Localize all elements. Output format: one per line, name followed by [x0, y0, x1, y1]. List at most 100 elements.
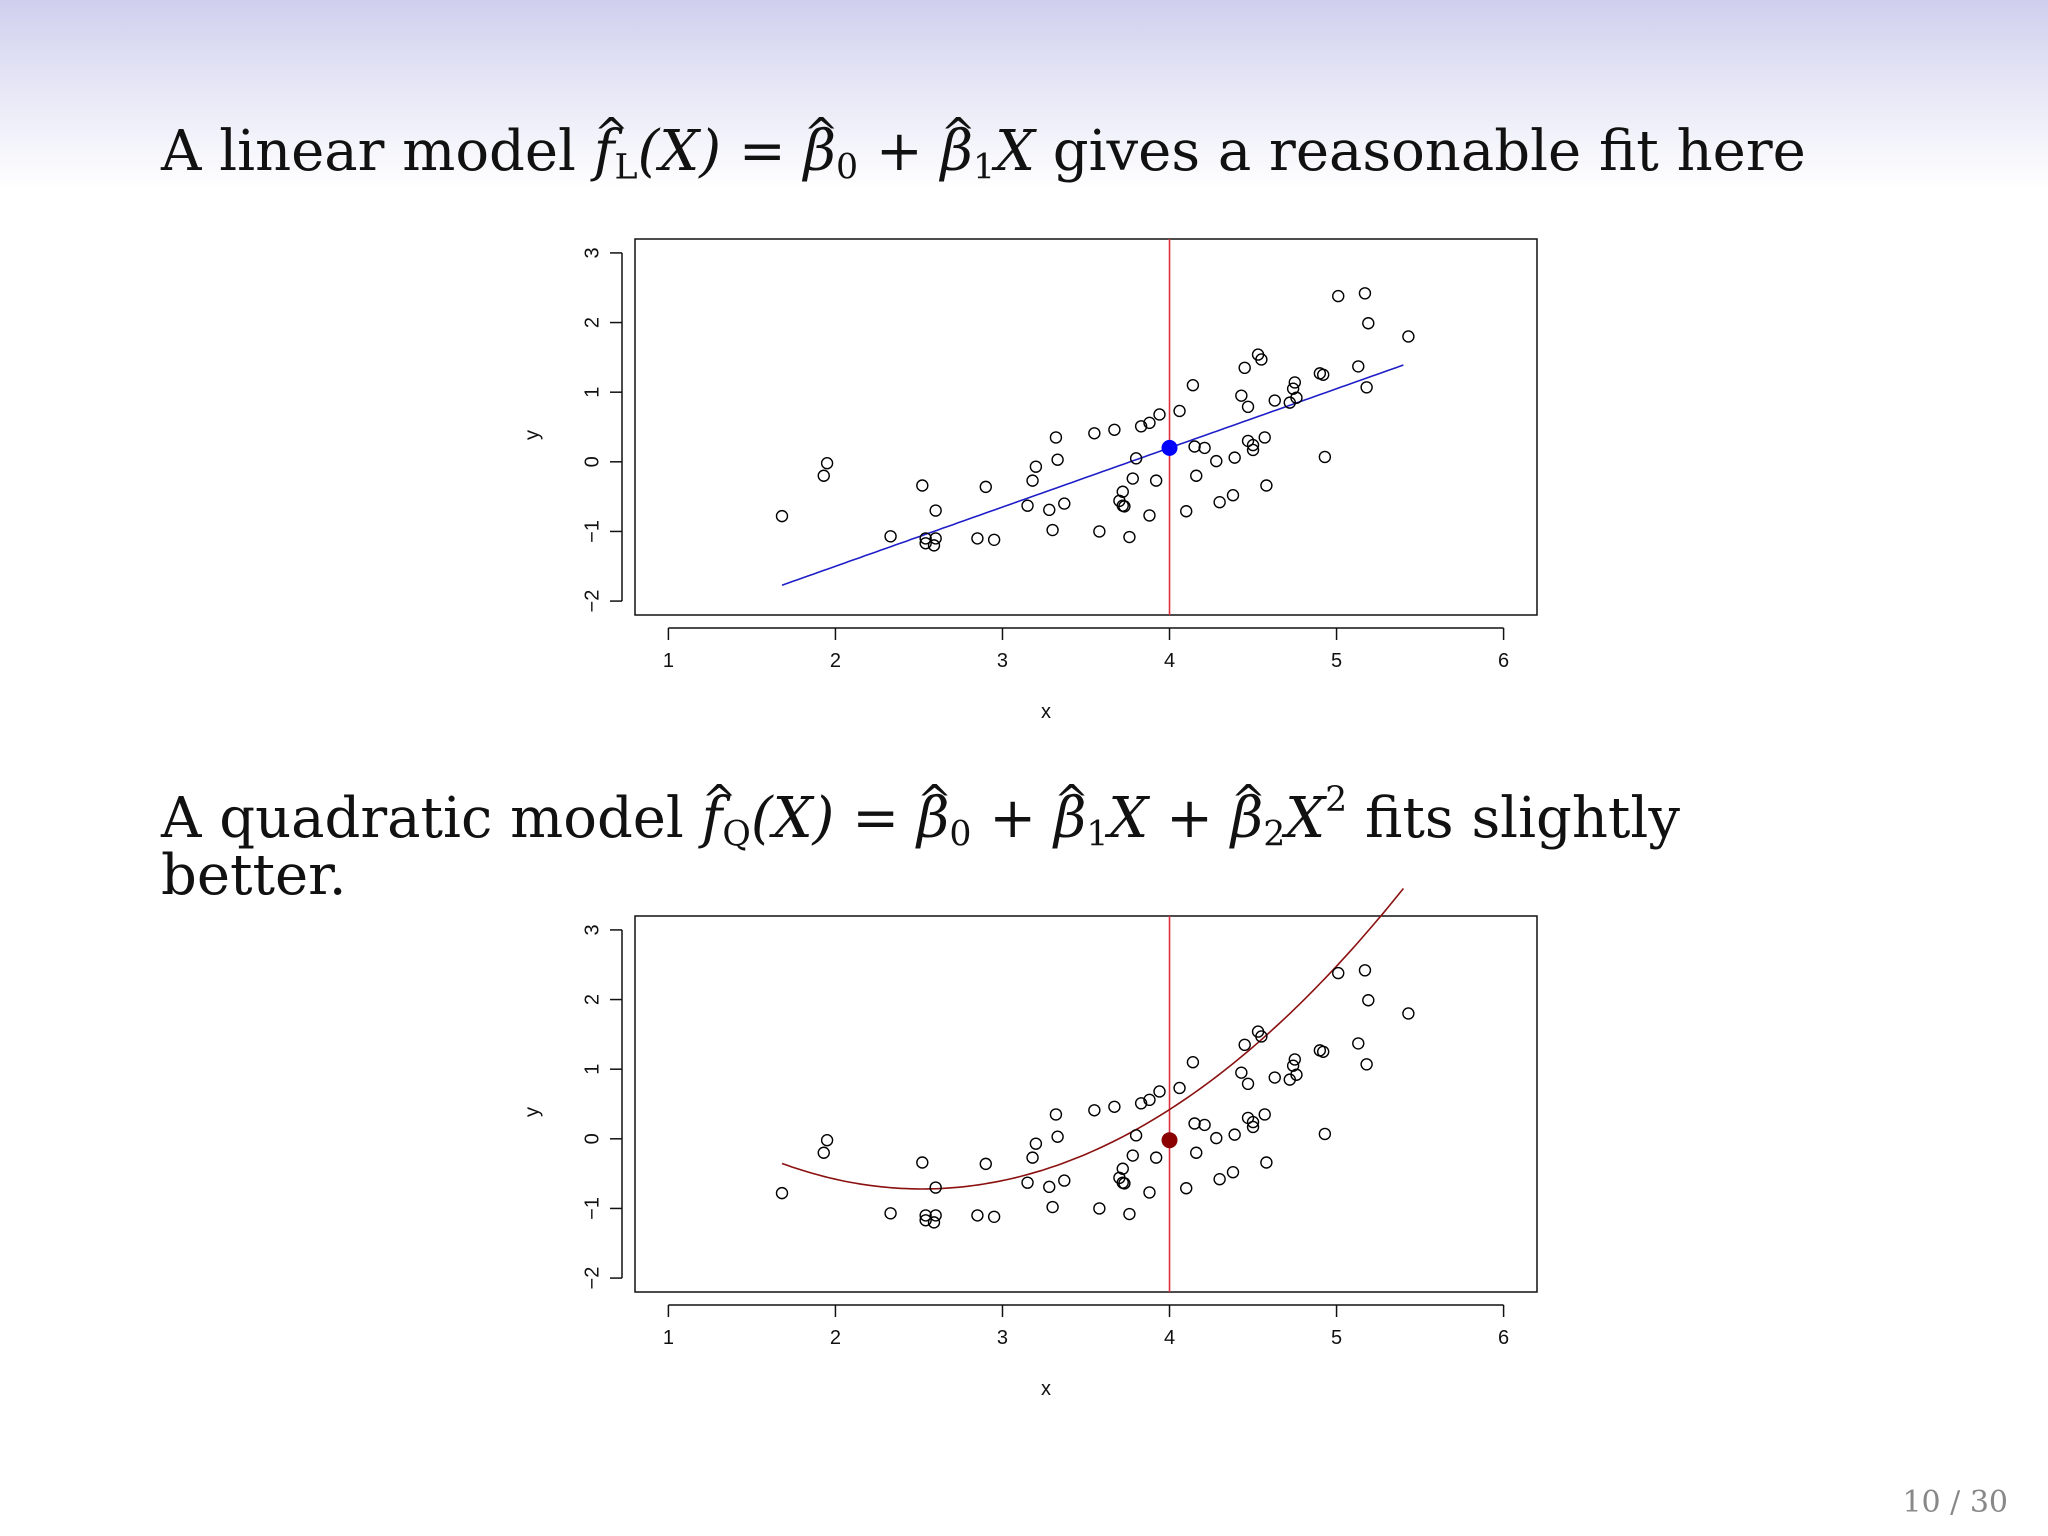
chart1-data-point	[775, 509, 789, 523]
chart2-data-point	[1235, 1066, 1248, 1079]
chart1-data-point	[1210, 454, 1223, 468]
chart1-data-point	[987, 533, 1001, 546]
slide-header	[0, 0, 2048, 190]
chart2-data-point	[1362, 994, 1375, 1007]
chart2-data-point	[1093, 1202, 1106, 1215]
chart1-data-point	[884, 530, 897, 543]
chart2-data-point	[1043, 1180, 1056, 1194]
chart1-data-point	[1255, 353, 1268, 366]
linear-fit-scatter-plot: 1 2 3 4 5 6 −2 −1 0 1 2 3 x y	[521, 238, 1538, 723]
heading-quadratic-line2: better.	[161, 843, 347, 908]
chart2-data-point	[1210, 1131, 1223, 1145]
chart2-data-point	[1173, 1081, 1186, 1095]
chart1-data-point	[1021, 499, 1034, 512]
chart2-data-point	[1255, 1030, 1268, 1043]
chart1-fit-curve	[781, 364, 1404, 586]
chart2-data-point	[1021, 1176, 1034, 1189]
chart1-data-point	[1026, 474, 1039, 487]
chart2-data-point	[775, 1186, 789, 1200]
chart1-x-axis-label: x	[1041, 701, 1051, 723]
chart2-data-point	[1153, 1085, 1166, 1098]
chart1-data-point	[1108, 423, 1121, 436]
chart2-data-point	[1246, 1115, 1260, 1129]
chart1-data-point	[979, 480, 992, 494]
chart1-data-point	[1198, 441, 1211, 455]
chart2-x-tick-label: 4	[1164, 1327, 1175, 1349]
chart2-data-point	[916, 1156, 929, 1169]
chart2-x-tick-label: 5	[1331, 1327, 1342, 1349]
chart2-data-point	[1026, 1151, 1039, 1164]
chart1-data-point	[1123, 530, 1136, 544]
chart1-y-axis-label: y	[521, 430, 543, 440]
chart1-x-tick-label: 1	[663, 650, 674, 672]
chart2-data-point	[1258, 1108, 1271, 1121]
chart1-x-tick-label: 2	[830, 650, 841, 672]
chart2-data-point	[1358, 964, 1372, 977]
chart2-y-tick-label: 1	[581, 1064, 603, 1075]
chart1-data-point	[1190, 469, 1203, 482]
chart1-y-tick-label: 1	[581, 387, 603, 398]
chart1-data-point	[1238, 361, 1251, 375]
chart2-data-point	[1118, 1177, 1131, 1190]
chart2-data-point	[1088, 1104, 1101, 1117]
chart1-y-tick-label: 3	[581, 247, 603, 258]
chart1-data-point	[971, 532, 984, 545]
chart2-data-point	[1143, 1093, 1156, 1107]
chart2-data-point	[1290, 1068, 1303, 1081]
chart1-x-tick-label: 5	[1331, 650, 1342, 672]
chart2-data-point	[1352, 1037, 1365, 1050]
chart1-data-point	[1358, 287, 1372, 300]
chart1-data-point	[1226, 489, 1240, 502]
chart1-data-point	[919, 537, 932, 550]
chart2-x-tick-label: 2	[830, 1327, 841, 1349]
chart2-y-tick-label: −1	[581, 1197, 603, 1220]
chart2-data-point	[1058, 1174, 1071, 1187]
chart2-data-point	[1241, 1077, 1255, 1091]
chart1-data-point	[1260, 479, 1273, 492]
heading-linear-model: A linear model fL(X) = β0 + β1X gives a …	[161, 97, 1806, 205]
chart1-data-point	[1258, 431, 1271, 444]
chart1-data-point	[1288, 376, 1301, 389]
chart2-data-point	[820, 1134, 834, 1147]
chart1-data-point	[1029, 460, 1043, 473]
chart1-data-point	[1362, 317, 1375, 330]
chart1-y-tick-label: 2	[581, 317, 603, 328]
chart2-data-point	[1402, 1007, 1415, 1020]
chart2-y-tick-label: 3	[581, 924, 603, 935]
chart1-data-point	[1352, 360, 1365, 373]
chart2-x-tick-label: 1	[663, 1327, 674, 1349]
chart1-prediction-point	[1161, 439, 1178, 456]
chart1-data-point	[1093, 525, 1106, 538]
chart2-data-point	[884, 1207, 897, 1220]
chart1-data-point	[1134, 420, 1148, 433]
chart1-data-point	[929, 504, 942, 517]
chart2-data-point	[1238, 1038, 1251, 1052]
chart2-data-point	[1360, 1058, 1373, 1071]
chart2-data-point	[1051, 1130, 1064, 1143]
heading-quadratic-model: A quadratic model fQ(X) = β0 + β1X + β2X…	[161, 763, 1680, 872]
chart1-data-point	[1149, 474, 1163, 487]
chart1-data-point	[1188, 440, 1201, 453]
chart1-data-point	[1153, 408, 1166, 421]
chart2-data-point	[971, 1209, 984, 1222]
chart2-y-axis-label: y	[521, 1107, 543, 1117]
chart2-x-tick-label: 6	[1498, 1327, 1509, 1349]
chart2-data-point	[1029, 1137, 1043, 1150]
chart2-data-point	[919, 1209, 932, 1222]
chart2-plot-frame	[634, 915, 1538, 1293]
chart2-data-point	[987, 1210, 1001, 1223]
chart1-data-point	[1241, 400, 1255, 414]
chart2-data-point	[929, 1181, 942, 1194]
chart1-data-point	[1360, 381, 1373, 394]
chart1-data-point	[1058, 497, 1071, 510]
chart1-data-point	[1049, 431, 1063, 444]
chart2-x-tick-label: 3	[997, 1327, 1008, 1349]
chart2-y-tick-label: 0	[581, 1133, 603, 1144]
page-number: 10 / 30	[1902, 1485, 2008, 1520]
chart2-data-point	[1213, 1173, 1226, 1186]
chart2-data-point	[1268, 1071, 1281, 1084]
chart2-data-point	[1332, 966, 1345, 980]
chart2-data-point	[1316, 1045, 1330, 1058]
chart1-data-point	[1046, 523, 1059, 537]
chart1-y-tick-label: −1	[581, 520, 603, 543]
